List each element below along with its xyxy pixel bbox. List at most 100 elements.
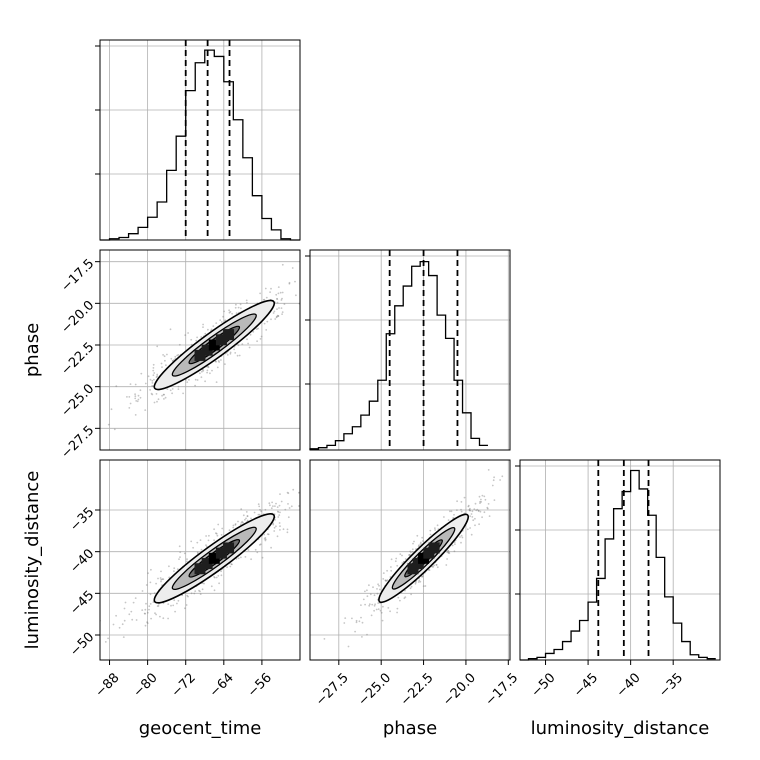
scatter-point [271, 501, 273, 504]
scatter-point [267, 533, 270, 536]
scatter-point [287, 503, 289, 505]
scatter-point [196, 541, 199, 544]
scatter-point [471, 510, 474, 513]
scatter-point [152, 367, 155, 369]
y-tick-label: −45 [67, 588, 97, 618]
scatter-point [170, 604, 172, 607]
scatter-point [306, 285, 308, 287]
scatter-point [279, 493, 281, 495]
scatter-point [486, 506, 489, 509]
scatter-point [447, 549, 449, 552]
scatter-point [153, 372, 156, 374]
scatter-point [277, 286, 280, 288]
scatter-point [280, 307, 283, 309]
scatter-point [364, 603, 366, 606]
scatter-point [280, 299, 283, 301]
scatter-point [373, 594, 376, 597]
scatter-point [246, 338, 248, 341]
scatter-point [262, 299, 265, 301]
y-axis-label-luminosity_distance: luminosity_distance [22, 471, 43, 650]
scatter-point [303, 256, 305, 258]
density-core [194, 563, 206, 575]
scatter-point [235, 303, 237, 306]
scatter-point [276, 535, 279, 538]
scatter-point [278, 504, 281, 507]
scatter-point [155, 393, 158, 395]
scatter-point [369, 593, 372, 596]
panel-frame [309, 249, 511, 451]
scatter-point [144, 382, 147, 385]
scatter-point [184, 334, 187, 336]
scatter-point [187, 332, 190, 334]
scatter-point [211, 369, 213, 372]
scatter-point [183, 552, 186, 555]
scatter-point [185, 379, 187, 381]
scatter-point [159, 577, 162, 579]
scatter-point [200, 376, 203, 379]
scatter-point [228, 529, 231, 532]
scatter-point [395, 557, 398, 560]
scatter-point [157, 398, 160, 401]
scatter-point [216, 534, 219, 537]
scatter-point [226, 354, 229, 356]
scatter-point [205, 544, 207, 547]
scatter-point [163, 393, 165, 396]
scatter-point [237, 306, 240, 309]
scatter-point [220, 574, 223, 577]
scatter-point [156, 400, 158, 403]
scatter-point [368, 604, 371, 607]
y-tick-label: −40 [67, 546, 97, 576]
scatter-point [199, 590, 201, 593]
scatter-point [215, 322, 218, 324]
scatter-point [480, 498, 482, 501]
contour-panel-geocent_time-luminosity_distance [99, 459, 301, 661]
scatter-point [448, 552, 451, 555]
scatter-point [416, 534, 419, 537]
scatter-point [415, 581, 417, 584]
scatter-point [163, 398, 165, 400]
scatter-point [474, 524, 476, 527]
scatter-point [134, 395, 137, 398]
scatter-point [192, 546, 195, 549]
x-tick-label: −56 [245, 670, 275, 700]
x-tick-label: −64 [207, 670, 237, 700]
scatter-point [153, 401, 156, 404]
scatter-point [273, 530, 276, 532]
scatter-point [210, 585, 213, 588]
scatter-point [162, 617, 165, 620]
scatter-point [481, 516, 483, 519]
scatter-point [140, 372, 143, 375]
scatter-point [268, 502, 271, 505]
scatter-point [478, 523, 480, 526]
scatter-point [218, 582, 221, 585]
scatter-point [153, 378, 155, 381]
density-core [215, 547, 227, 559]
x-tick-label: −88 [93, 670, 123, 700]
scatter-point [469, 509, 471, 512]
scatter-point [187, 595, 189, 598]
scatter-point [202, 323, 205, 326]
scatter-point [126, 396, 128, 398]
scatter-point [91, 447, 93, 449]
scatter-point [479, 502, 481, 504]
scatter-point [394, 560, 397, 563]
scatter-point [270, 287, 272, 290]
scatter-point [446, 558, 448, 560]
scatter-point [275, 293, 278, 296]
density-core [215, 334, 227, 346]
density-core [208, 339, 220, 351]
scatter-point [228, 309, 231, 312]
scatter-point [139, 389, 142, 392]
scatter-point [421, 575, 424, 578]
scatter-point [128, 407, 131, 409]
scatter-point [144, 624, 147, 627]
scatter-point [134, 383, 137, 386]
scatter-point [373, 604, 376, 607]
scatter-point [150, 568, 152, 571]
scatter-point [250, 517, 252, 520]
scatter-point [205, 535, 208, 537]
scatter-point [215, 381, 218, 383]
scatter-point [206, 369, 209, 372]
scatter-point [130, 610, 133, 613]
scatter-point [377, 583, 379, 586]
